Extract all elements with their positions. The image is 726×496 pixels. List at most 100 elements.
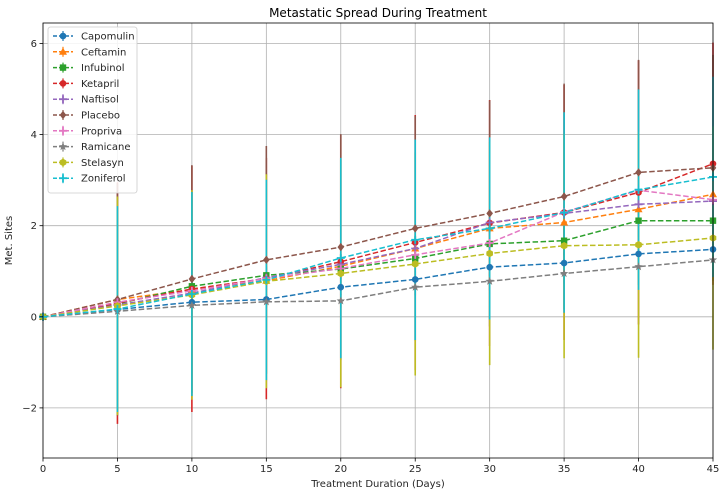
infubinol-series-line xyxy=(42,219,713,318)
x-tick-label: 15 xyxy=(260,464,273,475)
legend-item-infubinol: Infubinol xyxy=(53,62,125,74)
legend-box xyxy=(47,26,138,194)
zoniferol-point xyxy=(485,224,494,233)
placebo-point xyxy=(635,168,642,177)
legend-label: Zoniferol xyxy=(81,174,126,185)
ramicane-point xyxy=(187,301,197,309)
zoniferol-point xyxy=(187,290,196,299)
grid-layer xyxy=(42,23,714,458)
y-tick-label: −2 xyxy=(22,403,37,414)
zoniferol-point xyxy=(634,185,643,194)
legend-swatch-marker xyxy=(59,95,67,104)
stelasyn-point xyxy=(560,241,568,250)
capomulin-point xyxy=(337,283,345,291)
legend-label: Ramicane xyxy=(81,142,131,153)
legend-item-ramicane: Ramicane xyxy=(53,141,131,153)
y-tick-label: 0 xyxy=(31,312,37,323)
plot-frame xyxy=(42,22,714,459)
propriva-series-line xyxy=(42,189,714,318)
zoniferol-point xyxy=(560,208,569,217)
legend-label: Infubinol xyxy=(81,63,125,74)
legend-label: Propriva xyxy=(81,126,122,137)
stelasyn-point xyxy=(337,269,345,278)
placebo-point xyxy=(486,209,493,218)
stelasyn-series-line xyxy=(42,237,714,318)
y-tick-label: 4 xyxy=(31,130,37,141)
placebo-point xyxy=(560,192,568,201)
ceftamin-point xyxy=(634,205,643,213)
infubinol-point xyxy=(560,237,568,244)
propriva-point xyxy=(485,239,494,248)
y-tick-label: 2 xyxy=(31,221,37,232)
x-tick-label: 20 xyxy=(334,464,347,475)
legend-label: Placebo xyxy=(81,111,120,122)
capomulin-point xyxy=(635,250,642,258)
legend-item-ketapril: Ketapril xyxy=(53,78,119,90)
legend-label: Ketapril xyxy=(81,79,119,90)
placebo-point xyxy=(337,242,345,252)
legend-item-stelasyn: Stelasyn xyxy=(53,157,124,169)
stelasyn-point xyxy=(411,260,419,268)
legend-item-ceftamin: Ceftamin xyxy=(53,46,126,58)
legend-swatch-marker xyxy=(59,110,67,120)
legend-item-naftisol: Naftisol xyxy=(53,94,119,106)
x-tick-label: 45 xyxy=(707,464,720,475)
legend-label: Ceftamin xyxy=(81,47,126,58)
x-tick-label: 35 xyxy=(558,464,571,475)
propriva-point xyxy=(411,250,420,259)
placebo-point xyxy=(188,274,196,284)
infubinol-point xyxy=(635,217,642,224)
capomulin-point xyxy=(486,263,493,271)
capomulin-point xyxy=(560,259,568,267)
naftisol-series-line xyxy=(42,200,714,318)
legend-swatch-marker xyxy=(58,142,68,151)
legend-swatch-marker xyxy=(59,64,67,71)
stelasyn-point xyxy=(635,241,642,249)
legend-swatch-marker xyxy=(59,80,67,87)
placebo-point xyxy=(411,224,419,233)
legend-label: Capomulin xyxy=(81,32,135,43)
tick-layer: 0 5 10 15 20 25 30 35 40 45 −2 0 2 4 6 xyxy=(22,39,719,475)
zoniferol-point xyxy=(262,275,271,284)
stelasyn-point xyxy=(486,249,493,258)
ramicane-point xyxy=(485,276,494,285)
ramicane-point xyxy=(262,297,271,306)
legend-item-propriva: Propriva xyxy=(53,125,122,137)
placebo-point xyxy=(263,255,270,265)
zoniferol-point xyxy=(411,235,420,244)
series-line-layer xyxy=(42,163,714,318)
ramicane-point xyxy=(411,282,420,291)
legend-swatch-marker xyxy=(59,174,67,183)
ramicane-point xyxy=(336,296,345,305)
placebo-series-line xyxy=(42,167,714,318)
capomulin-series-line xyxy=(42,248,714,318)
legend-label: Stelasyn xyxy=(81,158,124,169)
x-tick-label: 25 xyxy=(409,464,422,475)
naftisol-point xyxy=(634,200,643,209)
ceftamin-series-line xyxy=(42,193,714,318)
chart-title: Metastatic Spread During Treatment xyxy=(269,6,487,20)
legend-item-placebo: Placebo xyxy=(53,110,120,122)
ramicane-point xyxy=(559,269,569,278)
legend-item-capomulin: Capomulin xyxy=(53,31,135,43)
x-tick-label: 5 xyxy=(114,464,120,475)
legend-swatch-marker xyxy=(59,158,67,167)
x-tick-label: 0 xyxy=(40,464,46,475)
ramicane-series-line xyxy=(42,259,714,318)
legend: Capomulin Ceftamin Infubinol Ketapril Naftis… xyxy=(47,26,138,194)
ramicane-point xyxy=(634,262,643,271)
zoniferol-point xyxy=(113,305,122,314)
zoniferol-series-line xyxy=(42,176,714,318)
y-tick-label: 6 xyxy=(31,39,37,50)
x-tick-label: 30 xyxy=(483,464,496,475)
legend-swatch-marker xyxy=(59,47,67,55)
zoniferol-point xyxy=(336,254,345,263)
x-axis-title: Treatment Duration (Days) xyxy=(310,479,445,490)
legend-label: Naftisol xyxy=(81,95,119,106)
x-tick-label: 40 xyxy=(632,464,645,475)
y-axis-title: Met. Sites xyxy=(4,216,15,265)
x-tick-label: 10 xyxy=(186,464,199,475)
ceftamin-point xyxy=(560,218,569,226)
